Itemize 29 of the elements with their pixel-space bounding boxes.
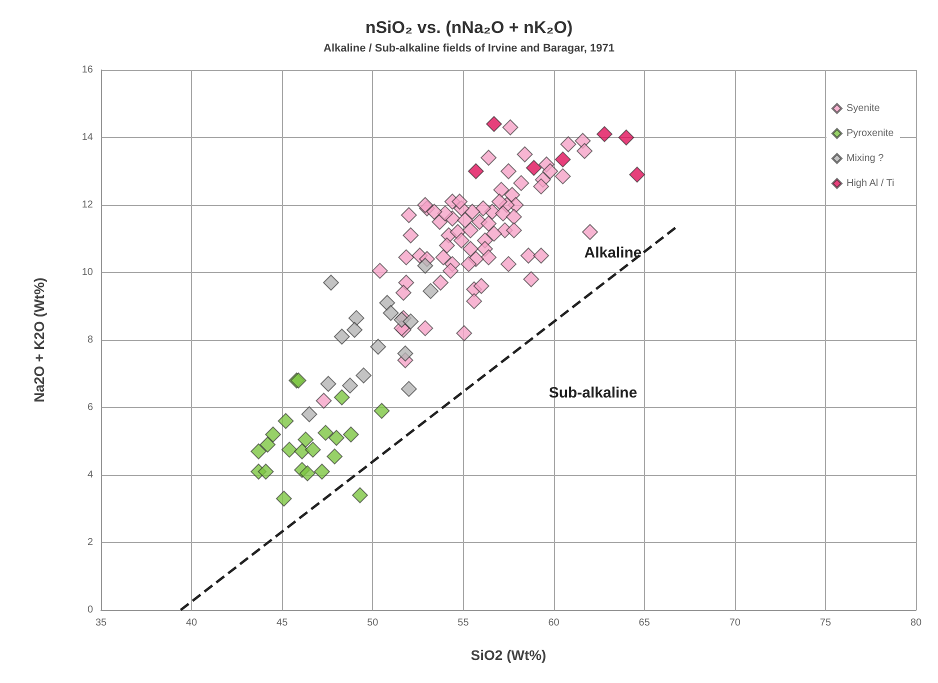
x-axis-title: SiO2 (Wt%) (470, 647, 546, 663)
y-tick-label: 12 (82, 200, 94, 210)
chart-title: nSiO₂ vs. (nNa₂O + nK₂O) (365, 18, 573, 37)
x-tick-label: 70 (729, 618, 741, 628)
chart-subtitle: Alkaline / Sub-alkaline fields of Irvine and Baragar, 1971 (323, 42, 615, 54)
x-tick-label: 45 (276, 618, 288, 628)
y-tick-label: 4 (87, 470, 94, 480)
y-tick-label: 14 (82, 132, 94, 143)
x-tick-label: 60 (548, 618, 560, 628)
y-tick-label: 0 (87, 604, 94, 616)
legend-label: Mixing ? (846, 153, 884, 164)
y-tick-label: 6 (87, 402, 94, 413)
annotation: Alkaline (584, 244, 642, 262)
y-tick-label: 8 (87, 334, 94, 346)
x-tick-label: 35 (95, 618, 107, 628)
x-tick-label: 75 (820, 618, 832, 628)
legend-label: Pyroxenite (846, 128, 894, 139)
y-tick-label: 2 (87, 537, 94, 548)
x-tick-label: 40 (186, 618, 198, 628)
x-tick-label: 65 (638, 618, 650, 628)
y-axis-title: Na2O + K2O (Wt%) (31, 278, 47, 402)
legend-label: High Al / Ti (846, 178, 894, 189)
legend-label: Syenite (846, 103, 880, 114)
y-tick-label: 10 (82, 267, 94, 278)
x-tick-label: 55 (458, 618, 470, 628)
y-tick-label: 16 (82, 64, 94, 76)
annotation: Sub-alkaline (548, 384, 638, 402)
x-tick-label: 80 (910, 618, 922, 628)
x-tick-label: 50 (367, 618, 379, 628)
